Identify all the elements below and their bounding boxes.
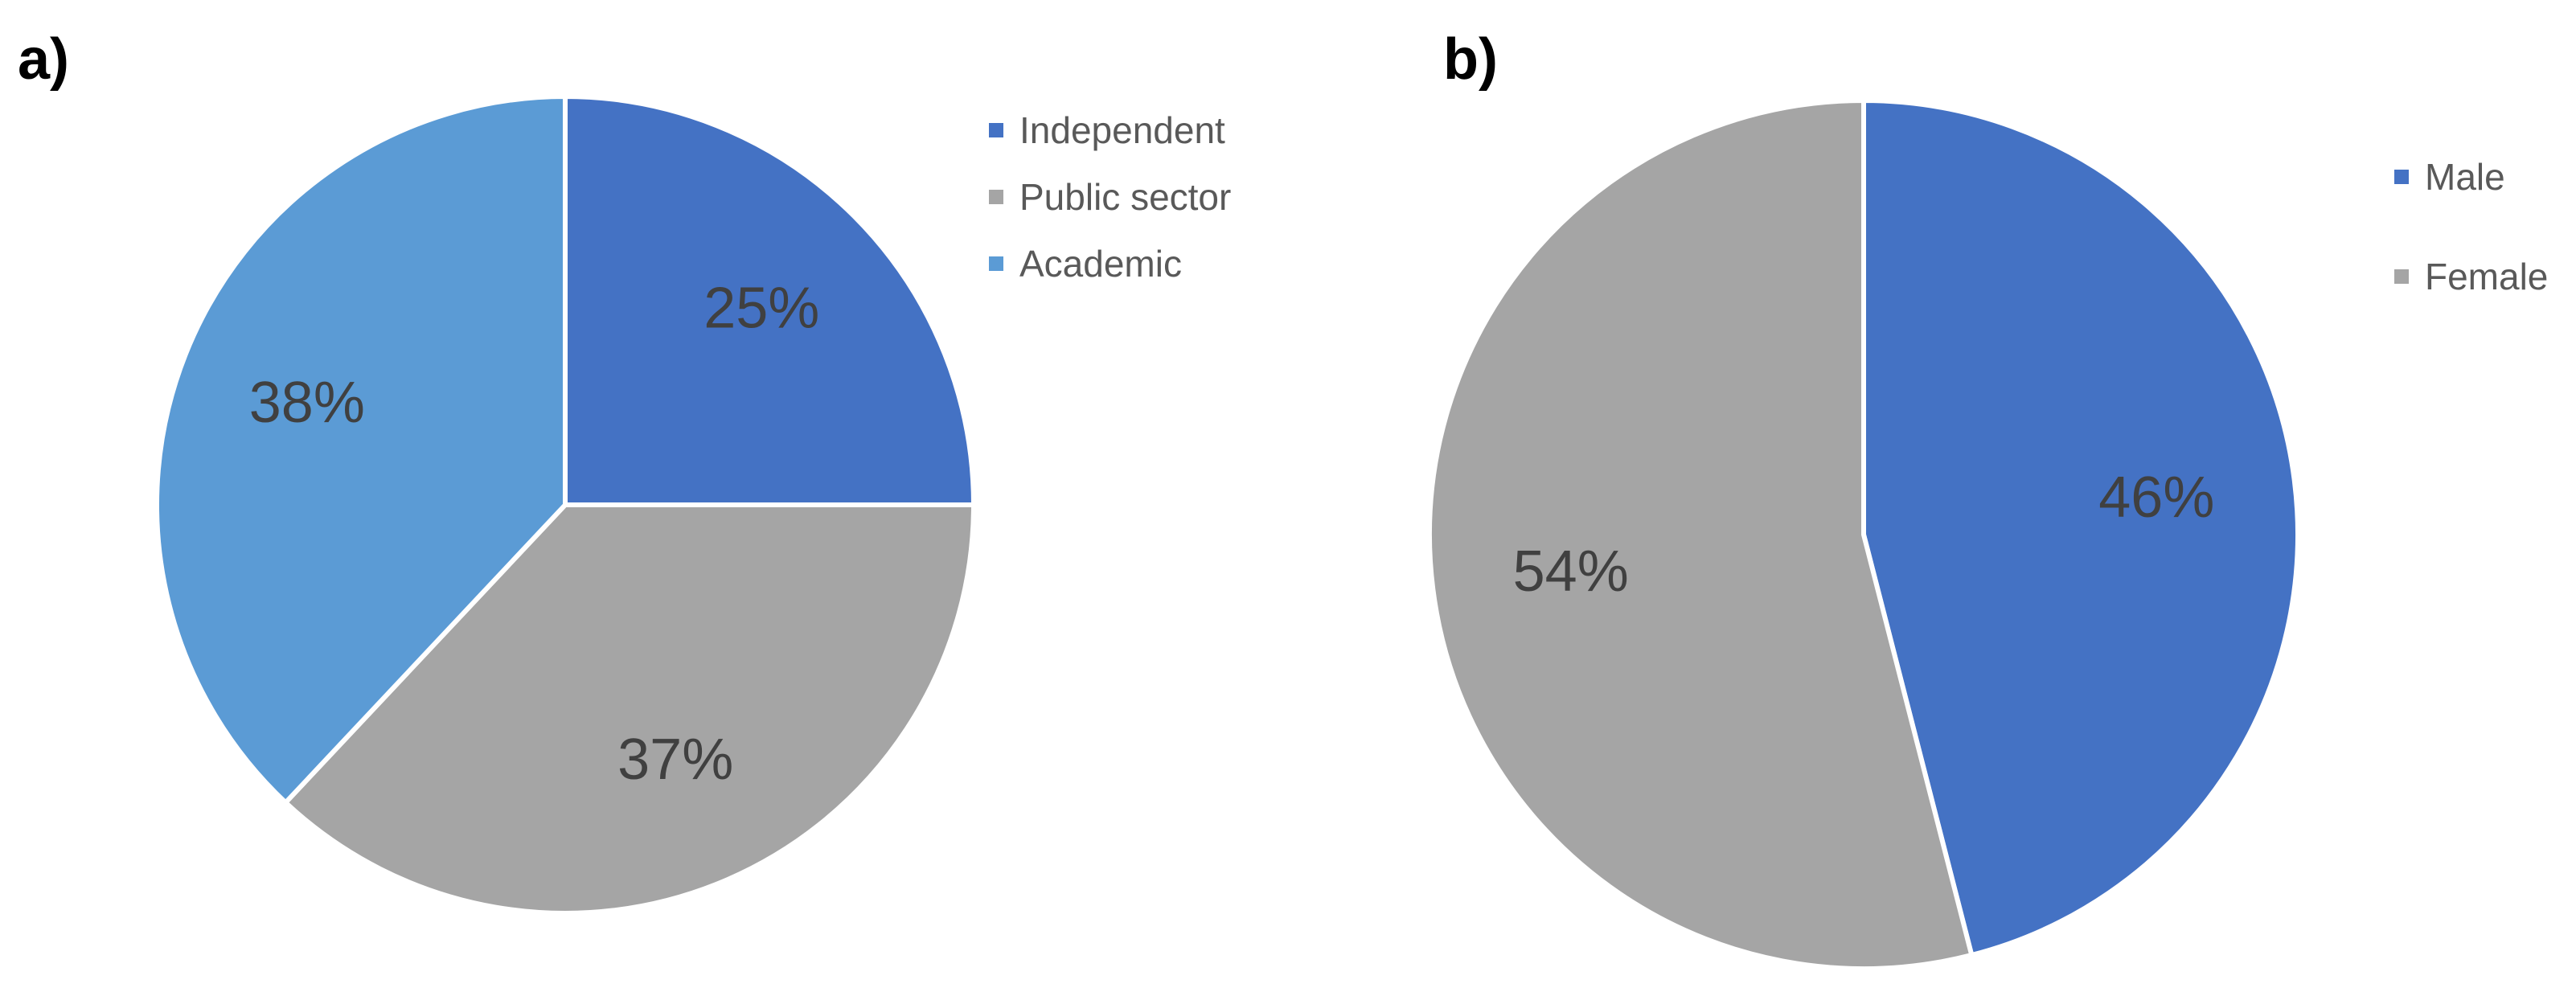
pie-chart-a: a) 25% 37% 38% Independent Public sector Aca…	[18, 27, 1231, 916]
legend-swatch-public-sector	[989, 190, 1003, 204]
legend-label-male: Male	[2425, 156, 2505, 198]
data-label-independent: 25%	[703, 277, 819, 341]
legend-label-public-sector: Public sector	[1019, 176, 1231, 218]
pie-slice-independent	[563, 94, 976, 507]
data-labels-b: 46% 54%	[1513, 465, 2215, 604]
slices-a	[154, 94, 976, 916]
data-label-female: 54%	[1513, 539, 1629, 604]
pie-slice-male	[1861, 98, 2300, 958]
legend-label-academic: Academic	[1019, 243, 1182, 285]
data-label-public-sector: 37%	[617, 728, 733, 792]
legend-a: Independent Public sector Academic	[989, 109, 1231, 285]
pie-chart-b: b) 46% 54% Male Female	[1426, 27, 2548, 971]
panel-label-b: b)	[1443, 27, 1498, 92]
pie-slice-public-sector	[283, 502, 976, 916]
legend-label-independent: Independent	[1019, 109, 1225, 151]
legend-swatch-academic	[989, 256, 1003, 271]
legend-swatch-male	[2394, 170, 2409, 184]
panel-label-a: a)	[18, 27, 69, 92]
data-label-male: 46%	[2098, 465, 2214, 530]
pie-slice-academic	[154, 94, 568, 806]
data-label-academic: 38%	[249, 371, 365, 435]
pie-slice-female	[1426, 98, 1975, 971]
legend-swatch-independent	[989, 123, 1003, 137]
legend-label-female: Female	[2425, 256, 2548, 297]
data-labels-a: 25% 37% 38%	[249, 277, 820, 792]
legend-swatch-female	[2394, 269, 2409, 284]
slices-b	[1426, 98, 2300, 971]
legend-b: Male Female	[2394, 156, 2548, 297]
